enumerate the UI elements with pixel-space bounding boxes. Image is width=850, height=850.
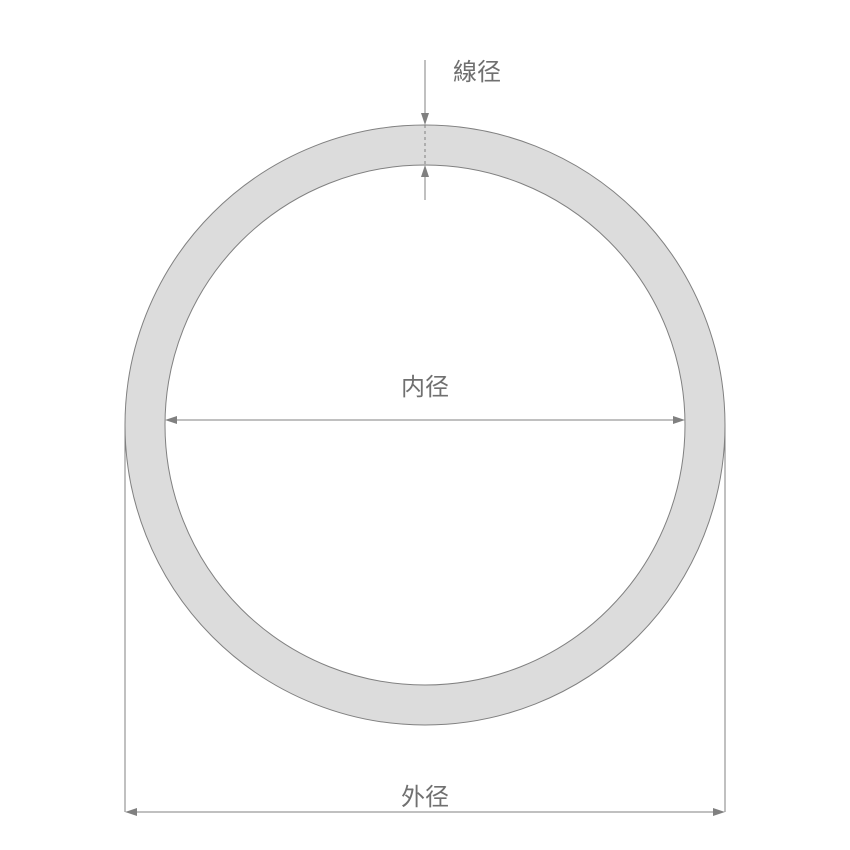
ring-dimension-diagram: 外径 内径 線径 (0, 0, 850, 850)
ring-shape (125, 125, 725, 725)
wire-diameter-label: 線径 (453, 59, 501, 86)
outer-diameter-label: 外径 (401, 784, 449, 811)
inner-diameter-label: 内径 (401, 374, 449, 401)
